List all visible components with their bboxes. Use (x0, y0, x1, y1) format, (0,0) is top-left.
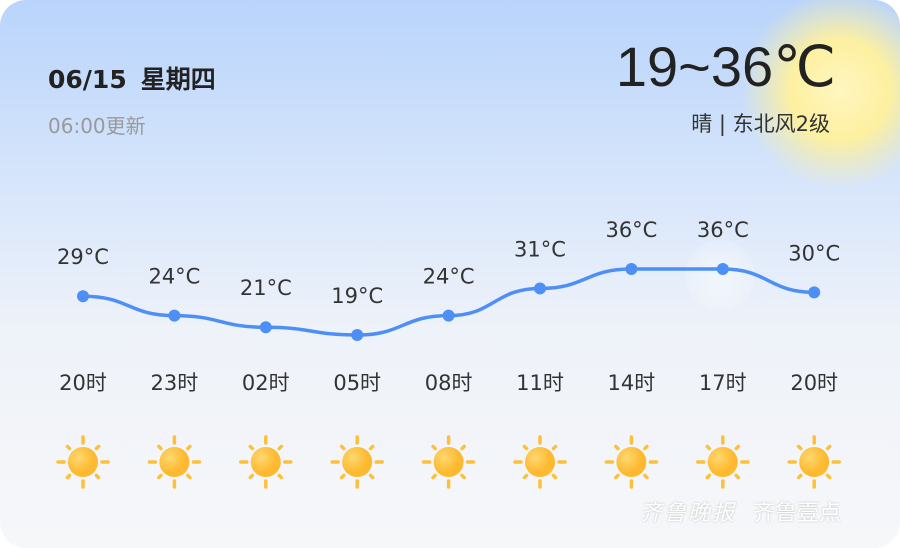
watermark-brand1: 齐鲁晚报 (640, 501, 737, 526)
sun-icon (787, 435, 841, 489)
data-point (808, 286, 821, 299)
hour-label: 08时 (425, 371, 473, 395)
hour-label: 02时 (242, 371, 290, 395)
temp-label: 21°C (240, 276, 292, 300)
temp-label: 24°C (148, 265, 200, 289)
sun-icon (330, 435, 384, 489)
date: 06/15 星期四 (48, 60, 216, 96)
data-point (534, 282, 546, 295)
sun-icon (696, 435, 750, 489)
data-point (716, 263, 729, 276)
weekday: 星期四 (140, 65, 216, 94)
temp-label: 36°C (697, 218, 749, 242)
watermark-brand2: 齐鲁壹点 (753, 501, 842, 526)
sun-icon (513, 435, 567, 489)
sun-icon (147, 435, 202, 489)
weather-condition: 晴 | 东北风2级 (691, 112, 830, 136)
sun-icon (421, 435, 476, 489)
hour-label: 14时 (608, 371, 656, 395)
hour-label: 23时 (151, 371, 199, 395)
date-text: 06/15 (48, 65, 127, 94)
hour-label: 05时 (333, 371, 381, 395)
data-point (625, 263, 638, 276)
sun-glow (740, 0, 900, 190)
temp-label: 31°C (514, 237, 566, 261)
hour-label: 20时 (59, 371, 107, 395)
light-orb (685, 240, 755, 310)
sun-icon (604, 435, 659, 489)
hour-label: 20时 (790, 371, 838, 395)
temp-range: 19~36℃ (615, 35, 836, 98)
temp-label: 30°C (788, 241, 840, 265)
sun-icon (239, 435, 293, 489)
temp-label: 29°C (57, 245, 109, 269)
data-point (442, 309, 455, 322)
temp-label: 36°C (605, 218, 657, 242)
temp-label: 24°C (423, 265, 475, 289)
data-point (77, 290, 89, 303)
update-time: 06:00更新 (48, 114, 146, 138)
hour-label: 11时 (516, 371, 564, 395)
hour-label: 17时 (699, 371, 747, 395)
data-point (168, 309, 181, 322)
data-point (259, 321, 272, 334)
sun-icon (56, 435, 110, 489)
data-point (351, 329, 364, 341)
temp-label: 19°C (331, 284, 383, 308)
